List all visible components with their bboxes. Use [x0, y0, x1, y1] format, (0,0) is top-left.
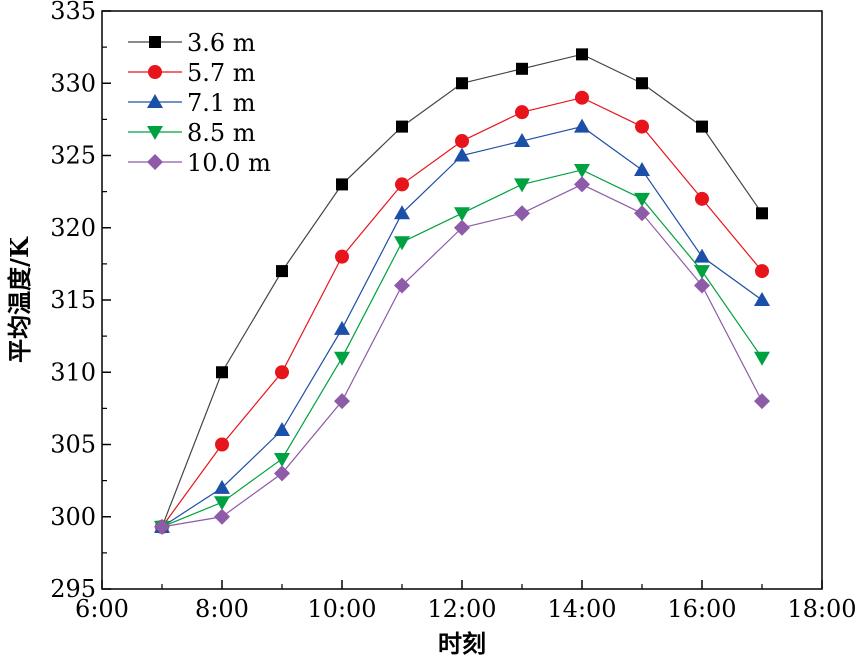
y-tick-label: 310	[50, 358, 96, 386]
data-point	[515, 105, 529, 120]
data-point	[274, 422, 290, 437]
y-tick-label: 335	[50, 0, 96, 25]
data-point	[635, 119, 649, 134]
data-point	[395, 177, 409, 192]
data-point	[336, 178, 348, 191]
data-point	[274, 465, 290, 482]
data-point	[334, 351, 350, 366]
data-point	[214, 479, 230, 494]
data-point	[634, 161, 650, 176]
data-point	[275, 365, 289, 380]
x-tick-label: 12:00	[427, 595, 496, 623]
data-point	[516, 62, 528, 75]
data-point	[454, 219, 470, 236]
data-point	[695, 191, 709, 206]
data-point	[575, 90, 589, 105]
data-point	[394, 236, 410, 251]
data-point	[514, 205, 530, 222]
series-markers	[154, 48, 770, 535]
data-point	[754, 351, 770, 366]
y-tick-label: 320	[50, 214, 96, 242]
data-point	[574, 163, 590, 178]
data-point	[154, 518, 170, 535]
data-point	[394, 205, 410, 220]
y-tick-label: 300	[50, 503, 96, 531]
data-point	[334, 320, 350, 335]
legend-label: 3.6 m	[187, 29, 256, 57]
data-point	[574, 176, 590, 193]
legend-marker	[148, 65, 162, 79]
y-tick-label: 330	[50, 69, 96, 97]
data-point	[694, 248, 710, 263]
legend-marker	[147, 126, 163, 140]
legend-label: 5.7 m	[187, 59, 256, 87]
x-tick-label: 6:00	[75, 595, 129, 623]
x-axis-title: 时刻	[438, 629, 486, 658]
data-point	[755, 264, 769, 279]
series-line-2	[161, 125, 763, 528]
legend-marker	[149, 36, 161, 48]
data-point	[455, 134, 469, 149]
data-point	[454, 207, 470, 222]
x-tick-label: 18:00	[787, 595, 856, 623]
y-tick-label: 325	[50, 142, 96, 170]
data-point	[454, 147, 470, 162]
y-tick-label: 295	[50, 575, 96, 603]
x-tick-label: 14:00	[547, 595, 616, 623]
y-tick-label: 315	[50, 286, 96, 314]
data-point	[276, 265, 288, 278]
data-point	[215, 437, 229, 452]
data-point	[214, 508, 230, 525]
x-tick-label: 8:00	[195, 595, 249, 623]
data-point	[634, 192, 650, 207]
data-point	[214, 496, 230, 511]
data-point	[274, 452, 290, 467]
data-point	[756, 207, 768, 220]
axis-ticks: 6:00 8:00 10:00 12:00 14:00 16:00 18:00 295 300 3…	[50, 0, 856, 623]
legend-marker	[147, 94, 163, 108]
y-axis-title: 平均温度/K	[5, 236, 34, 363]
data-point	[754, 393, 770, 410]
x-tick-label: 16:00	[667, 595, 736, 623]
data-point	[514, 178, 530, 193]
data-point	[396, 120, 408, 133]
legend-marker	[147, 154, 163, 170]
data-point	[636, 77, 648, 90]
data-point	[696, 120, 708, 133]
x-tick-label: 10:00	[307, 595, 376, 623]
data-point	[394, 277, 410, 294]
data-point	[694, 265, 710, 280]
data-point	[694, 277, 710, 294]
data-point	[576, 48, 588, 61]
legend-label: 8.5 m	[187, 119, 256, 147]
data-point	[334, 393, 350, 410]
data-point	[634, 205, 650, 222]
data-point	[456, 77, 468, 90]
y-tick-label: 305	[50, 431, 96, 459]
data-point	[754, 292, 770, 306]
legend: 3.6 m5.7 m7.1 m8.5 m10.0 m	[128, 29, 271, 177]
data-point	[514, 133, 530, 148]
data-point	[574, 118, 590, 133]
legend-label: 7.1 m	[187, 89, 256, 117]
data-point	[335, 249, 349, 264]
legend-label: 10.0 m	[187, 149, 271, 177]
data-point	[216, 366, 228, 379]
